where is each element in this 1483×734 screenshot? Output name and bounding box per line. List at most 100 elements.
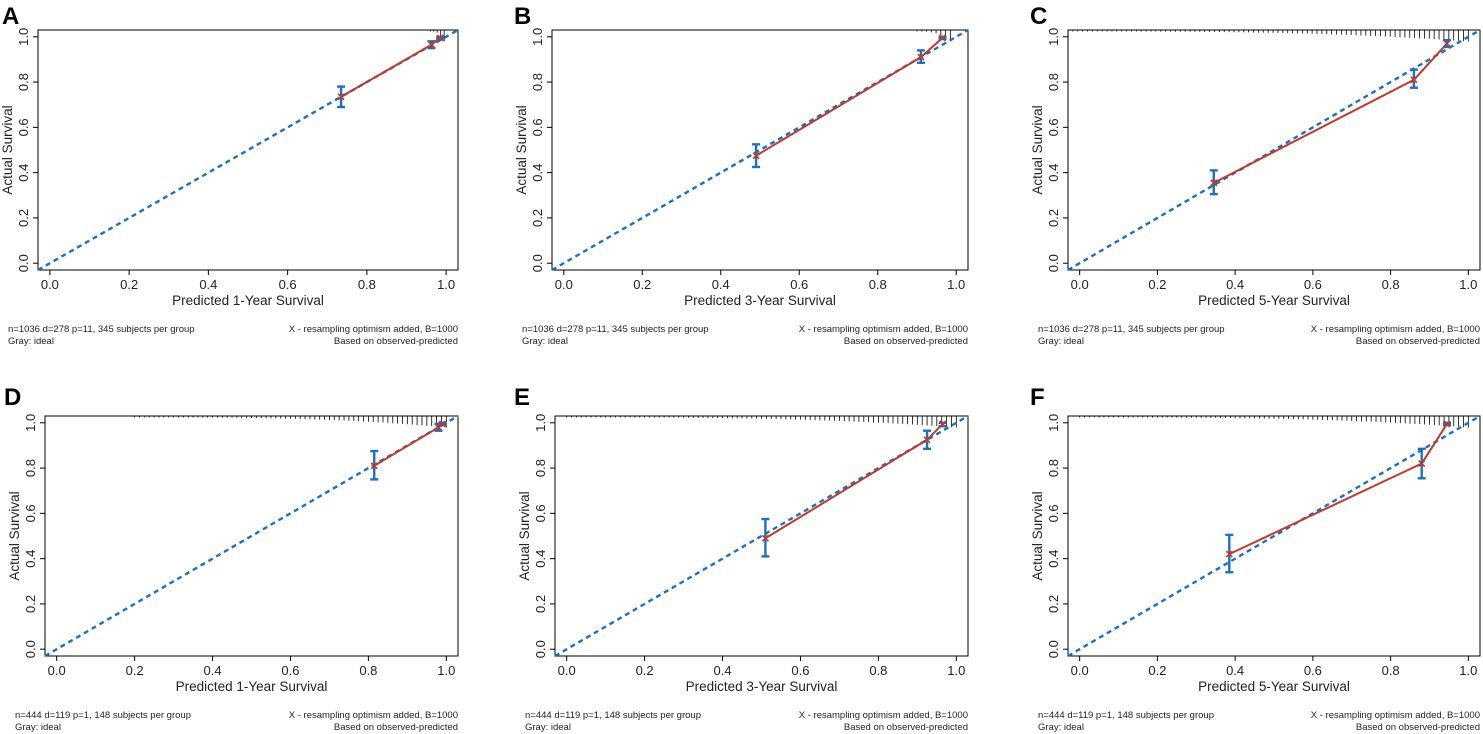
y-tick-label: 0.0	[1046, 640, 1061, 658]
y-tick-label: 0.8	[533, 459, 548, 477]
data-point-marker	[923, 436, 931, 444]
y-tick-label: 0.8	[16, 73, 31, 91]
rug-marks	[1079, 416, 1469, 428]
rug-marks	[566, 416, 957, 428]
note-based-on: Based on observed-predicted	[844, 722, 968, 733]
note-gray-ideal: Gray: ideal	[1038, 336, 1084, 347]
y-tick-label: 0.4	[1046, 164, 1061, 182]
note-gray-ideal: Gray: ideal	[1038, 722, 1084, 733]
x-tick-label: 0.0	[558, 663, 576, 678]
y-tick-label: 0.2	[530, 209, 545, 227]
note-resampling: X - resampling optimism added, B=1000	[799, 710, 968, 721]
y-tick-label: 1.0	[16, 28, 31, 46]
x-tick-label: 1.0	[437, 663, 455, 678]
y-tick-label: 1.0	[1046, 414, 1061, 432]
x-axis-label: Predicted 3-Year Survival	[684, 293, 836, 308]
panel-letter: F	[1030, 384, 1045, 411]
y-tick-label: 0.6	[530, 118, 545, 136]
calibration-line	[755, 37, 944, 157]
note-gray-ideal: Gray: ideal	[525, 722, 571, 733]
note-gray-ideal: Gray: ideal	[15, 722, 61, 733]
data-point-marker	[761, 534, 769, 542]
y-tick-label: 0.4	[533, 550, 548, 568]
x-tick-label: 0.8	[1382, 663, 1400, 678]
data-point-marker	[436, 34, 444, 42]
x-axis-label: Predicted 3-Year Survival	[686, 679, 838, 694]
ideal-line	[1067, 414, 1481, 658]
x-tick-label: 0.2	[120, 277, 138, 292]
rug-marks	[1067, 30, 1469, 42]
note-sample-size: n=1036 d=278 p=11, 345 subjects per grou…	[1038, 324, 1225, 335]
y-axis-label: Actual Survival	[7, 491, 22, 580]
y-tick-label: 0.4	[1046, 550, 1061, 568]
y-tick-label: 0.2	[1046, 209, 1061, 227]
note-resampling: X - resampling optimism added, B=1000	[289, 710, 458, 721]
note-based-on: Based on observed-predicted	[334, 722, 458, 733]
data-point-marker	[370, 462, 378, 470]
note-gray-ideal: Gray: ideal	[8, 336, 54, 347]
note-gray-ideal: Gray: ideal	[522, 336, 568, 347]
x-tick-label: 0.2	[126, 663, 144, 678]
note-based-on: Based on observed-predicted	[1356, 336, 1480, 347]
y-tick-label: 0.0	[1046, 254, 1061, 272]
calibration-line	[1228, 423, 1448, 556]
note-resampling: X - resampling optimism added, B=1000	[289, 324, 458, 335]
x-tick-label: 0.0	[1071, 277, 1089, 292]
data-point-marker	[427, 41, 436, 49]
x-tick-label: 0.4	[713, 663, 731, 678]
x-tick-label: 0.6	[790, 277, 808, 292]
x-tick-label: 0.0	[48, 663, 66, 678]
note-sample-size: n=444 d=119 p=1, 148 subjects per group	[15, 710, 191, 721]
x-axis-label: Predicted 1-Year Survival	[176, 679, 328, 694]
x-tick-label: 0.6	[1304, 277, 1322, 292]
y-tick-label: 0.4	[530, 164, 545, 182]
y-tick-label: 0.8	[1046, 459, 1061, 477]
y-axis-label: Actual Survival	[1030, 491, 1045, 580]
data-point-marker	[752, 152, 760, 160]
y-tick-label: 0.8	[23, 459, 38, 477]
data-point-marker	[1410, 76, 1418, 84]
data-point-marker	[917, 53, 925, 61]
x-tick-label: 0.8	[1382, 277, 1400, 292]
y-tick-label: 0.0	[530, 254, 545, 272]
ideal-line	[1067, 28, 1481, 272]
panel-b: B 0.0 0.2 0.4 0.6 0.8 1.0 0.0 0.2 0.4 0.6 0.8 1.0 Pre…	[514, 3, 969, 347]
y-axis-label: Actual Survival	[517, 491, 532, 580]
y-tick-label: 0.8	[530, 73, 545, 91]
y-tick-label: 0.4	[16, 164, 31, 182]
panel-letter: C	[1030, 3, 1047, 30]
y-tick-label: 0.6	[533, 504, 548, 522]
y-tick-label: 1.0	[1046, 28, 1061, 46]
x-axis-label: Predicted 1-Year Survival	[172, 293, 324, 308]
y-tick-label: 0.2	[23, 595, 38, 613]
y-tick-label: 0.2	[533, 595, 548, 613]
y-tick-label: 0.0	[533, 640, 548, 658]
data-point-marker	[1210, 179, 1218, 187]
x-tick-label: 0.0	[555, 277, 573, 292]
panel-letter: B	[514, 3, 531, 30]
data-point-marker	[1443, 40, 1451, 48]
x-tick-label: 1.0	[947, 663, 965, 678]
x-axis-label: Predicted 5-Year Survival	[1198, 293, 1350, 308]
note-based-on: Based on observed-predicted	[334, 336, 458, 347]
y-axis-label: Actual Survival	[1030, 105, 1045, 194]
x-tick-label: 0.8	[359, 663, 377, 678]
calibration-line	[373, 423, 444, 467]
calibration-line	[340, 37, 441, 98]
error-bar	[1409, 68, 1418, 89]
x-axis-label: Predicted 5-Year Survival	[1198, 679, 1350, 694]
panel-d: D 0.0 0.2 0.4 0.6 0.8 1.0 0.0 0.2 0.4 0.6 0.8 1.0 Pre…	[4, 384, 459, 733]
y-tick-label: 0.6	[23, 504, 38, 522]
y-tick-label: 0.0	[16, 254, 31, 272]
note-based-on: Based on observed-predicted	[844, 336, 968, 347]
x-tick-label: 0.6	[791, 663, 809, 678]
x-tick-label: 0.4	[199, 277, 217, 292]
panel-letter: A	[2, 3, 19, 30]
y-tick-label: 1.0	[533, 414, 548, 432]
x-tick-label: 0.2	[1148, 277, 1166, 292]
x-tick-label: 0.8	[358, 277, 376, 292]
x-tick-label: 1.0	[947, 277, 965, 292]
y-tick-label: 0.6	[16, 118, 31, 136]
data-point-marker	[1225, 550, 1233, 558]
